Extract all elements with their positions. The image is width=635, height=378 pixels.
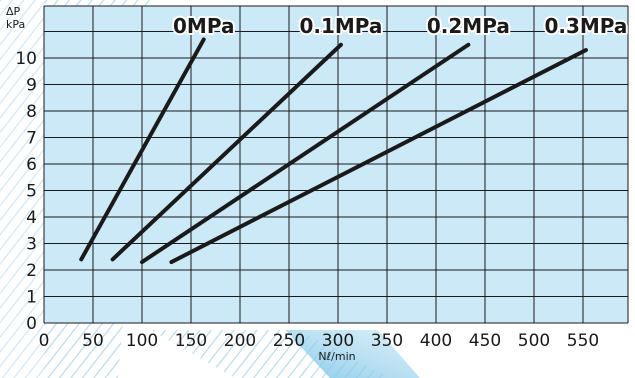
x-tick-label: 250 [273,331,305,351]
y-tick-label: 5 [26,182,37,202]
x-tick-label: 550 [567,331,599,351]
series-label-4: 0.3MPa [544,14,627,38]
grid [43,5,629,324]
y-tick-label: 2 [26,261,37,281]
series-line-4 [169,48,588,265]
y-tick-label: 0 [26,314,37,334]
series-label-2: 0.1MPa [299,14,382,38]
series-labels: 0MPa 0.1MPa 0.2MPa 0.3MPa [171,12,629,40]
x-tick-label: 100 [126,331,158,351]
x-tick-label: 500 [518,331,550,351]
x-tick-label: 300 [322,331,354,351]
background-fade [0,0,44,378]
series-line-1 [79,37,206,262]
series-label-3: 0.2MPa [427,14,510,38]
x-tick-label: 150 [175,331,207,351]
y-tick-label: 10 [15,49,37,69]
series-lines [79,37,588,265]
y-tick-label: 4 [26,208,37,228]
y-tick-label: 9 [26,76,37,96]
series-line-2 [110,42,343,262]
background-blue-band [285,330,420,378]
series-label-1: 0MPa [173,14,234,38]
y-tick-label: 7 [26,129,37,149]
y-tick-label: 8 [26,102,37,122]
x-tick-label: 350 [371,331,403,351]
y-tick-label: 3 [26,235,37,255]
y-axis-symbol: ΔP [6,5,21,18]
y-tick-label: 1 [26,288,37,308]
series-line-3 [140,42,471,265]
y-tick-label: 6 [26,155,37,175]
x-tick-label: 50 [82,331,104,351]
x-axis-label: Nℓ/min [318,350,355,363]
x-tick-label: 450 [469,331,501,351]
y-axis-unit: kPa [6,18,25,31]
x-tick-label: 400 [420,331,452,351]
x-tick-label: 0 [39,331,50,351]
x-tick-label: 200 [224,331,256,351]
